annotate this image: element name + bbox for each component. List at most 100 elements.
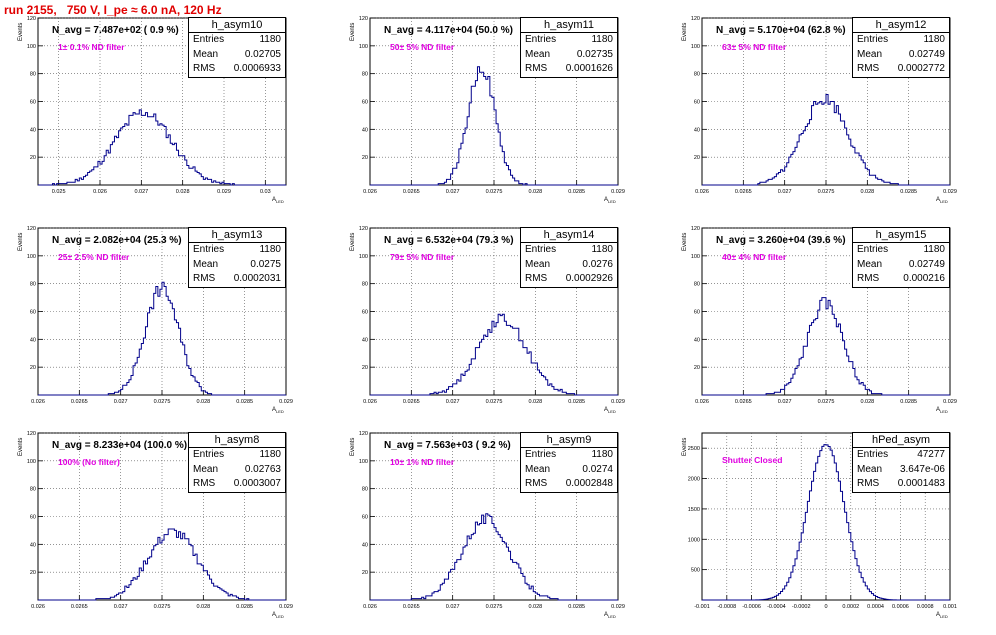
stats-row-entries: Entries 1180: [189, 33, 285, 48]
stats-row-entries: Entries 47277: [853, 448, 949, 463]
x-tick-label: -0.0008: [717, 604, 736, 610]
stats-value: 0.0001626: [565, 63, 613, 74]
y-tick-label: 120: [27, 226, 36, 232]
stats-box: h_asym9 Entries 1180 Mean 0.0274 RMS 0.0002848: [520, 432, 618, 493]
histogram-series: [370, 313, 618, 396]
stats-key: RMS: [525, 478, 548, 489]
x-axis-label: ALED: [604, 197, 616, 205]
x-tick-label: 0.028: [528, 604, 542, 610]
stats-box-title: h_asym11: [521, 18, 617, 33]
filter-label: 63± 5% ND filter: [722, 42, 787, 52]
x-tick-label: 0.026: [363, 189, 377, 195]
x-axis-label: ALED: [272, 612, 284, 620]
x-tick-label: 0.0275: [154, 604, 171, 610]
y-axis-label: Events: [18, 437, 24, 456]
stats-value: 0.02705: [244, 48, 281, 60]
x-tick-label: 0.027: [114, 399, 128, 405]
stats-row-mean: Mean 3.647e-06: [853, 463, 949, 478]
x-tick-label: 0.0008: [917, 604, 934, 610]
x-tick-label: 0.025: [52, 189, 66, 195]
y-tick-label: 60: [694, 310, 700, 316]
stats-key: Entries: [525, 34, 557, 45]
filter-label: 10± 1% ND filter: [390, 457, 455, 467]
stats-box-title: h_asym12: [853, 18, 949, 33]
stats-row-entries: Entries 1180: [521, 243, 617, 258]
x-axis-label: ALED: [604, 612, 616, 620]
x-tick-label: 0.0285: [236, 604, 253, 610]
navg-label: N_avg = 4.117e+04 (50.0 %): [384, 25, 513, 36]
histogram-plot: 0.026 0.0265 0.027 0.0275 0.028 0.0285 0.029 20…: [27, 226, 293, 405]
y-tick-label: 20: [30, 365, 36, 371]
y-tick-label: 40: [362, 127, 368, 133]
x-axis-label: ALED: [604, 407, 616, 415]
x-tick-label: 0.0285: [568, 189, 585, 195]
y-tick-label: 100: [359, 254, 368, 260]
y-axis-label: Events: [350, 232, 356, 251]
filter-label: 79± 5% ND filter: [390, 252, 455, 262]
y-tick-label: 60: [362, 100, 368, 106]
y-tick-label: 120: [691, 226, 700, 232]
navg-label: N_avg = 2.082e+04 (25.3 %): [52, 235, 182, 246]
y-tick-label: 2000: [688, 477, 700, 483]
y-tick-label: 1500: [688, 507, 700, 513]
histogram-panel-h_asym14: 0.026 0.0265 0.027 0.0275 0.028 0.0285 0.029 20…: [332, 223, 664, 430]
stats-row-rms: RMS 0.0002926: [521, 272, 617, 287]
x-tick-label: -0.001: [694, 604, 710, 610]
x-tick-label: 0.0265: [403, 604, 420, 610]
x-tick-label: 0.029: [611, 189, 625, 195]
stats-box-title: h_asym14: [521, 228, 617, 243]
stats-box-title: h_asym9: [521, 433, 617, 448]
x-tick-label: 0.0275: [486, 189, 503, 195]
x-tick-label: 0.0275: [818, 399, 835, 405]
stats-key: RMS: [525, 273, 548, 284]
x-tick-label: 0.0285: [568, 604, 585, 610]
histogram-panel-h_asym8: 0.026 0.0265 0.027 0.0275 0.028 0.0285 0.029 20…: [0, 428, 332, 635]
x-tick-label: 0.026: [93, 189, 107, 195]
stats-box: h_asym12 Entries 1180 Mean 0.02749 RMS 0.00027…: [852, 17, 950, 78]
stats-value: 1180: [591, 34, 613, 45]
stats-key: Entries: [857, 34, 889, 45]
stats-value: 1180: [923, 244, 945, 255]
x-tick-label: 0: [824, 604, 827, 610]
stats-row-mean: Mean 0.0276: [521, 258, 617, 273]
y-tick-label: 120: [691, 16, 700, 22]
stats-key: Mean: [525, 258, 551, 270]
stats-key: RMS: [193, 273, 216, 284]
y-axis-label: Events: [682, 437, 688, 456]
x-tick-label: 0.026: [695, 399, 709, 405]
y-tick-label: 40: [362, 337, 368, 343]
y-tick-label: 100: [27, 44, 36, 50]
y-axis-label: Events: [682, 232, 688, 251]
stats-key: Entries: [857, 244, 889, 255]
x-tick-label: 0.027: [778, 189, 792, 195]
x-tick-label: 0.028: [860, 189, 874, 195]
stats-box: h_asym13 Entries 1180 Mean 0.0275 RMS 0.000203…: [188, 227, 286, 288]
histogram-panel-h_asym9: 0.026 0.0265 0.027 0.0275 0.028 0.0285 0.029 20…: [332, 428, 664, 635]
stats-value: 0.0002772: [897, 63, 945, 74]
x-tick-label: 0.029: [279, 399, 293, 405]
y-tick-label: 120: [359, 226, 368, 232]
stats-row-mean: Mean 0.0275: [189, 258, 285, 273]
y-axis-label: Events: [682, 22, 688, 41]
x-tick-label: 0.028: [528, 189, 542, 195]
stats-value: 0.02749: [908, 258, 945, 270]
x-tick-label: 0.0285: [236, 399, 253, 405]
stats-row-entries: Entries 1180: [189, 243, 285, 258]
stats-key: Mean: [857, 463, 883, 475]
y-tick-label: 60: [362, 515, 368, 521]
stats-key: RMS: [193, 478, 216, 489]
y-tick-label: 100: [359, 459, 368, 465]
x-tick-label: 0.029: [943, 189, 957, 195]
stats-box: h_asym10 Entries 1180 Mean 0.02705 RMS 0.00069…: [188, 17, 286, 78]
x-axis-label: ALED: [272, 407, 284, 415]
y-axis-label: Events: [350, 437, 356, 456]
stats-box-title: h_asym13: [189, 228, 285, 243]
y-tick-label: 20: [362, 155, 368, 161]
x-tick-label: 0.0275: [154, 399, 171, 405]
stats-value: 1180: [591, 244, 613, 255]
stats-value: 0.0003007: [233, 478, 281, 489]
histogram-plot: 0.026 0.0265 0.027 0.0275 0.028 0.0285 0.029 20…: [27, 431, 293, 610]
x-tick-label: 0.026: [695, 189, 709, 195]
y-tick-label: 100: [691, 254, 700, 260]
y-tick-label: 80: [694, 72, 700, 78]
